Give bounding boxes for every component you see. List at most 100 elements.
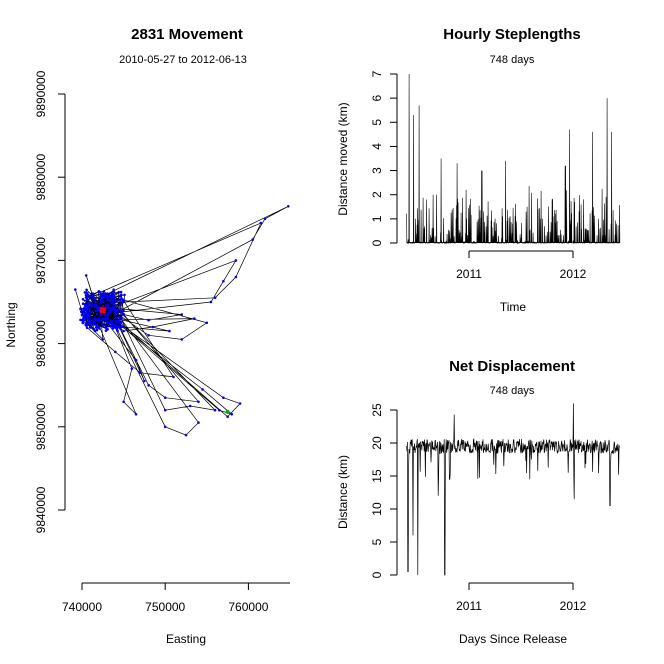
movement-point [90, 297, 94, 300]
movement-point [101, 323, 105, 327]
movement-point [106, 314, 109, 318]
movement-x-ticks: 740000 750000 760000 [62, 583, 269, 614]
movement-y-tick-label: 9850000 [34, 403, 48, 450]
movement-point [118, 318, 121, 321]
displacement-y-tick-label: 25 [370, 403, 384, 417]
movement-x-tick-label: 760000 [228, 600, 268, 614]
movement-point [108, 310, 111, 314]
movement-point [88, 318, 91, 321]
movement-point [99, 302, 102, 305]
displacement-line [406, 403, 620, 576]
steplengths-x-ticks: 2011 2012 [456, 251, 587, 281]
movement-point [101, 338, 105, 341]
movement-point [109, 291, 113, 295]
movement-point [91, 292, 95, 295]
movement-point [85, 326, 89, 330]
movement-point [114, 311, 118, 315]
movement-point [130, 367, 134, 370]
movement-point [234, 275, 238, 279]
steplengths-panel: Hourly Steplengths 748 days 0 1 2 3 4 5 6 7 201… [336, 26, 621, 314]
movement-point [108, 322, 112, 325]
movement-point [213, 296, 217, 300]
movement-point [103, 313, 106, 316]
movement-point [97, 305, 101, 309]
steplengths-y-tick-label: 3 [370, 167, 384, 174]
movement-point [99, 294, 103, 298]
movement-point [85, 294, 89, 297]
movement-point [147, 334, 150, 337]
movement-y-tick-label: 9860000 [34, 320, 48, 367]
movement-point [180, 338, 184, 341]
movement-point [86, 302, 90, 306]
movement-point [90, 305, 93, 308]
movement-point [251, 238, 254, 241]
steplengths-y-label: Distance moved (km) [336, 102, 350, 215]
movement-point [87, 314, 90, 318]
movement-point [113, 309, 116, 312]
movement-point [80, 310, 83, 314]
movement-point [122, 329, 125, 333]
movement-point [122, 299, 126, 302]
steplengths-title: Hourly Steplengths [443, 26, 581, 43]
movement-point [122, 309, 125, 312]
movement-subtitle: 2010-05-27 to 2012-06-13 [119, 54, 247, 66]
movement-point [111, 300, 115, 304]
movement-point [188, 404, 192, 408]
displacement-panel: Net Displacement 748 days 0 5 10 15 20 25 201… [336, 358, 620, 646]
movement-point [108, 306, 112, 310]
movement-point [117, 290, 121, 294]
movement-point [222, 279, 225, 283]
movement-point [85, 288, 88, 292]
movement-point [238, 402, 242, 405]
movement-point [105, 321, 109, 325]
movement-title: 2831 Movement [131, 26, 243, 43]
movement-point [107, 298, 110, 302]
movement-point [134, 413, 138, 416]
movement-point [180, 313, 184, 316]
movement-point [104, 318, 107, 322]
movement-point [123, 293, 126, 297]
movement-point [108, 294, 111, 298]
displacement-y-tick-label: 20 [370, 436, 384, 450]
steplengths-y-ticks: 0 1 2 3 4 5 6 7 [370, 70, 397, 246]
movement-point [90, 302, 93, 305]
movement-point [92, 328, 96, 331]
movement-point [143, 379, 146, 383]
movement-point [94, 309, 98, 313]
movement-point [147, 383, 150, 387]
movement-point [222, 396, 225, 400]
movement-point [101, 297, 104, 300]
displacement-x-label: Days Since Release [459, 632, 567, 646]
movement-point [105, 305, 108, 308]
movement-point [119, 309, 123, 313]
movement-point [106, 296, 109, 300]
movement-y-ticks: 9840000 9850000 9860000 9870000 9880000 98900… [34, 70, 65, 533]
movement-point [114, 326, 117, 329]
movement-point [168, 329, 171, 333]
movement-point [102, 301, 105, 304]
movement-point [82, 317, 85, 321]
steplengths-y-tick-label: 6 [370, 94, 384, 101]
movement-point [259, 221, 263, 225]
movement-point [109, 299, 113, 302]
movement-point [74, 288, 77, 291]
movement-point [81, 298, 85, 301]
movement-y-tick-label: 9870000 [34, 237, 48, 284]
steplengths-x-tick-label: 2011 [456, 267, 482, 281]
movement-y-tick-label: 9840000 [34, 486, 48, 533]
movement-point [90, 310, 93, 314]
steplengths-y-tick-label: 2 [370, 191, 384, 198]
movement-point [107, 324, 110, 328]
movement-point [184, 433, 188, 437]
movement-point [122, 313, 125, 316]
steplengths-y-tick-label: 1 [370, 215, 384, 222]
movement-point [163, 396, 167, 400]
movement-point [97, 290, 101, 293]
movement-point [94, 301, 98, 305]
movement-point [147, 319, 150, 322]
movement-point [79, 307, 82, 310]
movement-point [114, 350, 117, 354]
movement-point [226, 415, 229, 419]
steplengths-x-tick-label: 2012 [560, 267, 587, 281]
movement-point [84, 304, 87, 307]
